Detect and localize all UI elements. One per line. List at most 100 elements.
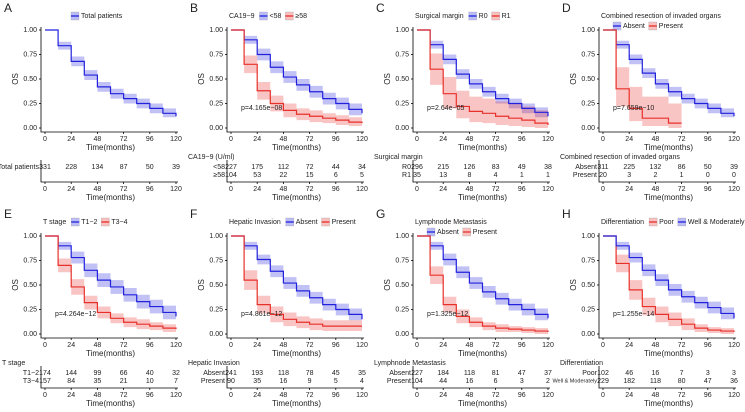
at-risk-count: 84 xyxy=(67,378,75,385)
x-tick-label: 96 xyxy=(704,342,712,349)
at-risk-count: 296 xyxy=(411,164,423,171)
ci-band xyxy=(231,236,362,326)
at-risk-count: 20 xyxy=(599,172,607,179)
x-tick-label: 0 xyxy=(43,136,47,143)
risk-axis-line xyxy=(598,366,736,389)
y-axis-label: OS xyxy=(197,73,206,85)
risk-x-tick-label: 0 xyxy=(229,186,233,193)
at-risk-count: 46 xyxy=(625,370,633,377)
risk-row-label: Well & Moderately xyxy=(552,378,597,384)
risk-x-tick-label: 72 xyxy=(120,186,128,193)
y-tick-label: 0.25 xyxy=(581,100,595,107)
risk-x-axis-label: Time(months) xyxy=(458,193,507,202)
legend-label: Well & Moderately xyxy=(688,219,745,226)
x-tick-label: 120 xyxy=(170,342,182,349)
x-tick-label: 72 xyxy=(492,136,500,143)
y-axis-label: OS xyxy=(569,279,578,291)
at-risk-count: 90 xyxy=(227,378,235,385)
y-tick-label: 0.25 xyxy=(395,306,409,313)
y-tick-label: 0.75 xyxy=(581,51,595,58)
legend-label: Total patients xyxy=(81,13,123,20)
at-risk-count: 311 xyxy=(597,164,608,171)
at-risk-count: 50 xyxy=(704,164,712,171)
at-risk-count: 6 xyxy=(494,378,498,385)
axis-line xyxy=(226,233,364,339)
x-tick-label: 96 xyxy=(146,342,154,349)
x-tick-label: 24 xyxy=(253,342,261,349)
legend-label: Absent xyxy=(296,219,318,226)
axis-line xyxy=(412,27,550,133)
risk-x-tick-label: 0 xyxy=(415,392,419,399)
survival-curve xyxy=(45,29,177,117)
legend-title: Lymphnode Metastasis xyxy=(415,219,487,226)
p-value: p=4.861e−12 xyxy=(241,311,282,318)
p-value: p=1.325e−12 xyxy=(427,311,468,318)
risk-x-tick-label: 72 xyxy=(306,392,314,399)
y-tick-label: 0.25 xyxy=(209,306,223,313)
risk-x-tick-label: 120 xyxy=(356,392,368,399)
y-tick-label: 0.50 xyxy=(23,76,37,83)
legend-label: Present xyxy=(332,219,356,226)
at-risk-count: 0 xyxy=(732,172,736,179)
survival-curve xyxy=(417,235,549,333)
x-tick-label: 96 xyxy=(146,136,154,143)
risk-row-label: T3−4 xyxy=(23,378,39,385)
at-risk-count: 0 xyxy=(706,172,710,179)
x-tick-label: 48 xyxy=(466,136,474,143)
x-tick-label: 72 xyxy=(306,342,314,349)
x-tick-label: 96 xyxy=(704,136,712,143)
x-tick-label: 48 xyxy=(94,136,102,143)
axis-line xyxy=(412,233,550,339)
x-tick-label: 72 xyxy=(678,136,686,143)
x-tick-label: 0 xyxy=(601,136,605,143)
risk-axis-line xyxy=(40,160,178,183)
risk-x-tick-label: 24 xyxy=(253,392,261,399)
ci-band xyxy=(417,236,548,325)
legend-title: Surgical margin xyxy=(415,13,464,20)
panel-label: B xyxy=(190,1,198,15)
ci-band xyxy=(231,236,362,332)
at-risk-count: 44 xyxy=(332,164,340,171)
at-risk-count: 112 xyxy=(278,164,289,171)
y-tick-label: 1.00 xyxy=(581,27,595,34)
at-risk-count: 35 xyxy=(413,172,421,179)
x-tick-label: 0 xyxy=(415,136,419,143)
y-tick-label: 0.75 xyxy=(395,51,409,58)
at-risk-count: 49 xyxy=(518,164,526,171)
at-risk-count: 134 xyxy=(92,164,104,171)
x-tick-label: 48 xyxy=(652,136,660,143)
at-risk-count: 81 xyxy=(492,370,500,377)
survival-curve xyxy=(603,29,735,117)
survival-curve xyxy=(45,235,177,317)
p-value: p=7.659e−10 xyxy=(613,105,654,112)
at-risk-count: 3 xyxy=(627,172,631,179)
at-risk-count: 16 xyxy=(466,378,474,385)
y-tick-label: 0.75 xyxy=(209,257,223,264)
at-risk-count: 35 xyxy=(94,378,102,385)
at-risk-count: 66 xyxy=(120,370,128,377)
risk-x-tick-label: 120 xyxy=(542,186,554,193)
risk-x-axis-label: Time(months) xyxy=(272,193,321,202)
at-risk-count: 32 xyxy=(172,370,180,377)
risk-x-tick-label: 24 xyxy=(439,186,447,193)
at-risk-count: 36 xyxy=(730,378,738,385)
survival-curve xyxy=(231,235,362,327)
risk-x-tick-label: 72 xyxy=(678,186,686,193)
at-risk-count: 118 xyxy=(464,370,475,377)
y-tick-label: 0.00 xyxy=(209,125,223,132)
x-tick-label: 0 xyxy=(415,342,419,349)
risk-axis-line xyxy=(598,160,736,183)
risk-title: T stage xyxy=(2,360,25,367)
legend-title: Hepatic Invasion xyxy=(229,219,281,226)
legend-label: T1−2 xyxy=(81,219,97,226)
risk-x-tick-label: 0 xyxy=(229,392,233,399)
panel-label: D xyxy=(562,1,571,15)
axis-line xyxy=(40,27,178,133)
risk-row-label: R0 xyxy=(402,164,411,171)
at-risk-count: 3 xyxy=(732,370,736,377)
survival-curve xyxy=(231,29,363,114)
at-risk-count: 39 xyxy=(172,164,180,171)
risk-x-tick-label: 96 xyxy=(518,392,526,399)
at-risk-count: 34 xyxy=(358,164,366,171)
